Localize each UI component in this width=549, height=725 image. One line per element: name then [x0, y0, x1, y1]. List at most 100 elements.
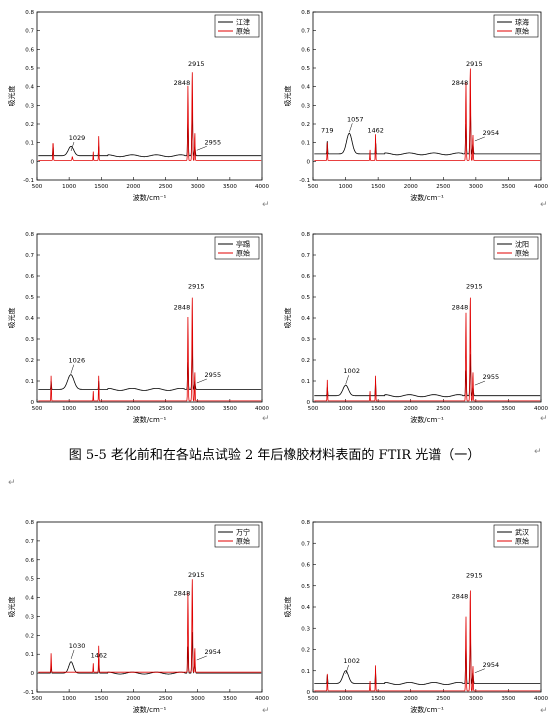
peak-annotation: 1002 — [343, 367, 360, 375]
y-tick-label: 0.1 — [25, 379, 34, 385]
peak-annotation: 2915 — [188, 571, 205, 579]
x-tick-label: 3500 — [223, 696, 237, 702]
peak-annotation: 2915 — [188, 60, 205, 68]
y-tick-label: 0.2 — [25, 358, 34, 364]
y-tick-label: 0.8 — [25, 232, 34, 238]
series-line-aged — [38, 343, 262, 391]
y-tick-label: 0.8 — [301, 10, 310, 16]
legend-label: 万宁 — [236, 528, 250, 537]
series-line-aged — [38, 107, 262, 158]
legend-label: 原始 — [515, 27, 529, 36]
series-line-original — [314, 590, 541, 692]
legend-label: 原始 — [236, 537, 250, 546]
x-tick-label: 3500 — [223, 406, 237, 412]
y-tick-label: 0 — [307, 159, 311, 165]
plot-frame — [312, 521, 542, 693]
legend-label: 原始 — [515, 249, 529, 258]
chart-svg: -0.1 0 0.1 0.2 0.3 0.4 0.5 0.6 0.7 0.8 500 1000 1500… — [7, 520, 269, 714]
legend-label: 原始 — [236, 27, 250, 36]
legend-label: 江津 — [236, 19, 250, 27]
peak-annotation: 2955 — [483, 373, 500, 381]
y-tick-label: 0.6 — [25, 558, 34, 564]
y-tick-label: 0.2 — [301, 122, 310, 128]
annotation-leader — [474, 668, 485, 673]
x-tick-label: 1500 — [94, 406, 108, 412]
annotation-leader — [474, 136, 485, 142]
y-tick-label: 0.5 — [301, 295, 310, 301]
y-tick-label: 0.4 — [25, 85, 34, 91]
y-tick-label: 0.6 — [25, 47, 34, 53]
y-axis-label: 吸光度 — [7, 86, 16, 107]
x-tick-label: 3000 — [469, 406, 483, 412]
annotation-leader — [196, 378, 207, 384]
x-tick-label: 2500 — [159, 184, 173, 190]
y-axis-label: 吸光度 — [283, 597, 292, 618]
chart-svg: 0 0.1 0.2 0.3 0.4 0.5 0.6 0.7 0.8 500 1000 1500 2000… — [283, 232, 548, 424]
x-axis-label: 波数/cm⁻¹ — [133, 705, 167, 714]
legend-label: 原始 — [515, 537, 529, 546]
annotation-leader — [70, 141, 75, 152]
peak-annotation: 2848 — [452, 79, 469, 87]
paragraph-mark: ↵ — [540, 200, 548, 210]
y-tick-label: 0.3 — [301, 337, 310, 343]
paragraph-mark: ↵ — [8, 478, 16, 488]
x-tick-label: 2000 — [126, 406, 140, 412]
peak-annotation: 2848 — [174, 304, 191, 312]
y-tick-label: 0 — [307, 400, 311, 406]
peak-annotation: 1030 — [69, 642, 86, 650]
annotation-leader — [349, 123, 353, 133]
peak-annotation: 2915 — [466, 60, 483, 68]
peak-annotation: 1462 — [91, 651, 108, 659]
x-tick-label: 4000 — [255, 406, 269, 412]
x-tick-label: 1500 — [371, 406, 385, 412]
y-tick-label: 0.7 — [25, 253, 34, 259]
annotation-leader — [70, 364, 75, 374]
y-tick-label: 0.2 — [301, 358, 310, 364]
y-tick-label: -0.1 — [23, 690, 34, 696]
x-tick-label: 2500 — [436, 184, 450, 190]
y-tick-label: 0.8 — [301, 232, 310, 238]
x-tick-label: 500 — [32, 184, 43, 190]
y-tick-label: 0.8 — [301, 520, 310, 526]
chart-svg: 0 0.1 0.2 0.3 0.4 0.5 0.6 0.7 0.8 500 1000 1500 2000… — [7, 232, 269, 424]
x-tick-label: 3500 — [501, 696, 515, 702]
y-tick-label: 0.3 — [301, 626, 310, 632]
x-axis-label: 波数/cm⁻¹ — [133, 415, 167, 424]
x-tick-label: 3500 — [501, 406, 515, 412]
chart-5: -0.1 0 0.1 0.2 0.3 0.4 0.5 0.6 0.7 0.8 500 1000 1500… — [0, 510, 270, 722]
series-line-aged — [314, 354, 541, 398]
x-tick-label: 3000 — [191, 406, 205, 412]
x-tick-label: 500 — [32, 406, 43, 412]
y-tick-label: 0.5 — [25, 66, 34, 72]
peak-annotation: 2915 — [188, 283, 205, 291]
series-line-original — [38, 579, 262, 673]
peak-annotation: 1462 — [367, 127, 384, 135]
y-tick-label: 0.7 — [301, 253, 310, 259]
y-tick-label: 0.1 — [301, 669, 310, 675]
y-tick-label: 0.3 — [301, 103, 310, 109]
series-line-aged — [314, 102, 541, 156]
x-axis-label: 波数/cm⁻¹ — [410, 705, 444, 714]
peak-annotation: 1026 — [69, 357, 86, 365]
x-tick-label: 3000 — [191, 184, 205, 190]
x-tick-label: 1500 — [94, 184, 108, 190]
peak-annotation: 2955 — [205, 371, 222, 379]
x-tick-label: 2500 — [436, 696, 450, 702]
x-axis-label: 波数/cm⁻¹ — [410, 415, 444, 424]
y-tick-label: 0.1 — [25, 141, 34, 147]
peak-annotation: 1029 — [69, 134, 86, 142]
figure-caption: 图 5-5 老化前和在各站点试验 2 年后橡胶材料表面的 FTIR 光谱（一） — [68, 448, 481, 463]
y-tick-label: 0.6 — [25, 274, 34, 280]
y-tick-label: 0 — [31, 400, 35, 406]
y-tick-label: 0.4 — [301, 316, 310, 322]
series-line-original — [38, 72, 262, 161]
y-tick-label: 0.7 — [301, 541, 310, 547]
y-tick-label: 0.4 — [301, 605, 310, 611]
x-tick-label: 1000 — [62, 184, 76, 190]
y-tick-label: 0 — [31, 159, 35, 165]
paragraph-mark: ↵ — [534, 447, 542, 457]
y-tick-label: -0.1 — [299, 178, 310, 184]
x-tick-label: 500 — [32, 696, 43, 702]
paragraph-mark: ↵ — [540, 706, 548, 716]
x-tick-label: 4000 — [255, 184, 269, 190]
